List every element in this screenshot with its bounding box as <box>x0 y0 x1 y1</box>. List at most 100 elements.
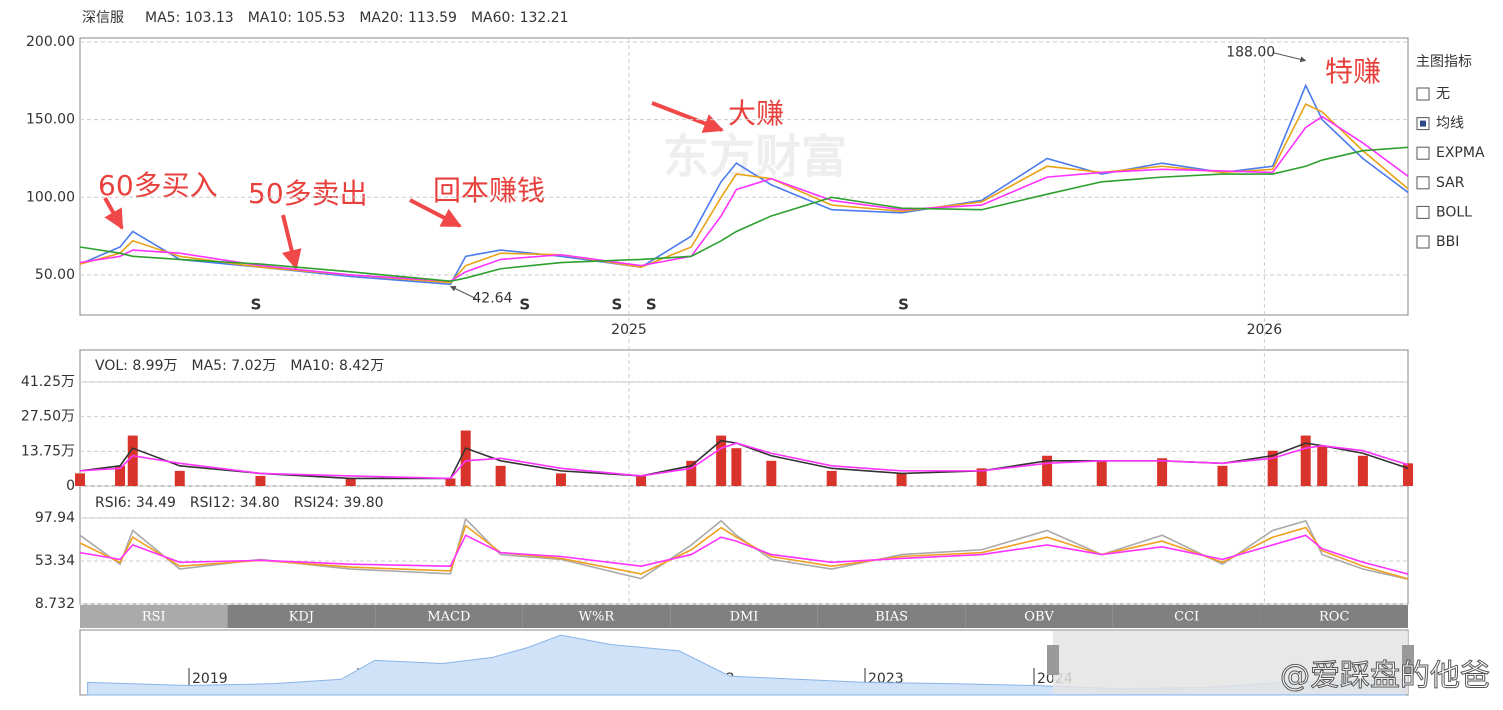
volume-bar <box>127 435 138 486</box>
y-tick-label: 13.75万 <box>21 443 75 459</box>
tab-label[interactable]: BIAS <box>875 610 908 625</box>
legend-entry: MA5: 103.13 <box>145 10 234 26</box>
volume-bar <box>1157 458 1168 486</box>
y-tick-label: 27.50万 <box>21 409 75 425</box>
tab-label[interactable]: KDJ <box>289 610 314 625</box>
volume-bar <box>896 473 907 486</box>
tab-label[interactable]: MACD <box>427 610 470 625</box>
ma-line <box>79 146 1409 282</box>
y-tick-label: 150.00 <box>26 112 75 128</box>
tab[interactable] <box>375 605 523 628</box>
option-label[interactable]: BOLL <box>1436 204 1472 220</box>
ma-line <box>79 439 1409 480</box>
x-tick-label: 2026 <box>1247 322 1283 338</box>
extreme-label: 188.00 <box>1226 45 1275 61</box>
arrow <box>103 197 124 230</box>
tab[interactable] <box>80 605 228 628</box>
option-label[interactable]: SAR <box>1436 175 1465 191</box>
volume-bar <box>345 478 356 486</box>
volume-bar <box>1267 450 1278 486</box>
volume-bar <box>1042 455 1053 486</box>
price-frame <box>79 37 1409 316</box>
signal: S <box>519 296 530 314</box>
arrow <box>651 101 724 133</box>
ma-line <box>79 524 1409 580</box>
signal: S <box>646 296 657 314</box>
signal: S <box>251 296 262 314</box>
annotation: 回本赚钱 <box>433 174 545 207</box>
extreme-pointer <box>1272 52 1307 63</box>
volume-bar <box>1357 455 1368 486</box>
tab[interactable] <box>1260 605 1408 628</box>
volume-bar <box>75 473 85 486</box>
y-tick-label: 97.94 <box>35 510 75 526</box>
annotation: 50多卖出 <box>248 177 368 210</box>
legend-entry: RSI12: 34.80 <box>190 495 280 511</box>
tab-label[interactable]: DMI <box>730 610 759 625</box>
tab[interactable] <box>522 605 671 628</box>
volume-bar <box>976 468 987 486</box>
checkbox[interactable] <box>1416 146 1430 160</box>
volume-bar <box>716 435 727 486</box>
checkbox[interactable] <box>1416 87 1430 101</box>
checkbox[interactable] <box>1416 176 1430 190</box>
y-tick-label: 53.34 <box>35 553 75 569</box>
option-label[interactable]: BBI <box>1436 234 1459 250</box>
tab[interactable] <box>817 605 966 628</box>
y-tick-label: 41.25万 <box>21 374 75 390</box>
tab[interactable] <box>965 605 1113 628</box>
option-label[interactable]: 无 <box>1436 86 1450 102</box>
tab[interactable] <box>227 605 376 628</box>
volume-bar <box>115 465 126 486</box>
checkbox-mark <box>1420 120 1426 127</box>
volume-bar <box>1317 445 1328 486</box>
legend-entry: RSI24: 39.80 <box>294 495 384 511</box>
legend-entry: MA60: 132.21 <box>471 10 569 26</box>
tab[interactable] <box>670 605 818 628</box>
volume-bar <box>766 460 777 486</box>
tab-label[interactable]: OBV <box>1024 610 1054 625</box>
volume-bar <box>826 470 837 486</box>
stock-name: 深信服 <box>82 10 124 26</box>
arrow <box>281 214 302 270</box>
legend-entry: MA10: 8.42万 <box>290 358 384 374</box>
volume-bar <box>1300 435 1311 486</box>
credit: @爱踩盘的他爸 <box>1280 659 1490 694</box>
volume-bar <box>495 465 506 486</box>
volume-bar <box>1217 465 1228 486</box>
option-label[interactable]: EXPMA <box>1436 145 1485 161</box>
volume-bar <box>445 478 456 486</box>
ma-line <box>79 442 1409 480</box>
legend-entry: MA20: 113.59 <box>359 10 457 26</box>
legend-entry: MA5: 7.02万 <box>192 358 277 374</box>
tab-label[interactable]: RSI <box>142 610 166 625</box>
tab-label[interactable]: ROC <box>1319 610 1349 625</box>
tab-label[interactable]: W%R <box>579 610 616 625</box>
annotation: 特赚 <box>1325 55 1381 88</box>
x-tick-label: 2025 <box>611 322 647 338</box>
ma-line <box>79 517 1409 580</box>
navigator-handle[interactable] <box>1402 645 1414 675</box>
legend-entry: MA10: 105.53 <box>248 10 346 26</box>
navigator-handle[interactable] <box>1047 645 1059 675</box>
checkbox[interactable] <box>1416 235 1430 249</box>
volume-bar <box>686 460 697 486</box>
volume-bar <box>731 448 742 486</box>
volume-bar <box>556 473 567 486</box>
checkbox[interactable] <box>1416 205 1430 219</box>
ma-line <box>79 534 1409 575</box>
y-tick-label: 200.00 <box>26 34 75 50</box>
y-tick-label: 50.00 <box>35 267 75 283</box>
option-label[interactable]: 均线 <box>1436 116 1464 132</box>
x-tick-label: 2019 <box>192 671 228 687</box>
navigator-window[interactable] <box>1053 631 1408 694</box>
arrow <box>409 198 462 228</box>
tab-label[interactable]: CCI <box>1174 610 1199 625</box>
ma-line <box>79 115 1409 282</box>
signal: S <box>898 296 909 314</box>
volume-bar <box>255 475 266 486</box>
legend-entry: VOL: 8.99万 <box>95 358 178 374</box>
tab[interactable] <box>1112 605 1261 628</box>
annotation: 60多买入 <box>98 169 218 202</box>
